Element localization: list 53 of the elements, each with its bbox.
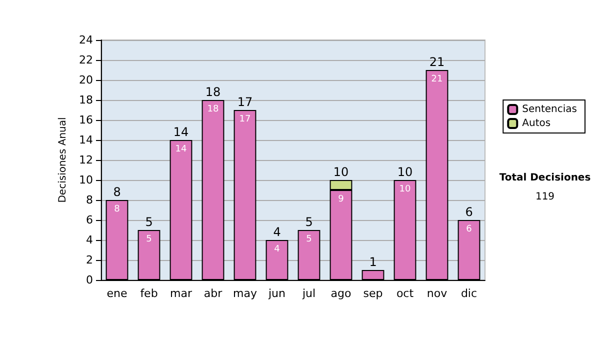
legend-label: Autos xyxy=(522,118,551,129)
data-label: 4 xyxy=(274,244,280,254)
y-tick-label: 10 xyxy=(79,174,93,186)
x-tick-label: feb xyxy=(140,287,158,300)
x-tick-label: abr xyxy=(204,287,223,300)
x-tick-label: mar xyxy=(170,287,192,300)
total-label: 1 xyxy=(369,255,377,269)
total-label: 6 xyxy=(465,205,473,219)
data-label: 6 xyxy=(466,224,472,234)
y-tick-label: 22 xyxy=(79,54,93,66)
y-axis-title: Decisiones Anual xyxy=(58,117,69,203)
legend-label: Sentencias xyxy=(522,104,578,115)
data-label: 5 xyxy=(306,234,312,244)
data-label: 18 xyxy=(207,104,219,114)
data-label: 8 xyxy=(114,204,120,214)
y-tick-label: 0 xyxy=(86,274,93,286)
y-tick-label: 24 xyxy=(79,34,93,46)
y-tick-label: 6 xyxy=(86,214,93,226)
x-tick-label: dic xyxy=(460,287,478,300)
x-tick-label: oct xyxy=(396,287,414,300)
x-tick-label: jul xyxy=(301,287,316,300)
y-tick-label: 8 xyxy=(86,194,93,206)
y-tick-label: 4 xyxy=(86,234,93,246)
y-tick-label: 18 xyxy=(79,94,93,106)
data-label: 9 xyxy=(338,194,344,204)
total-label: 18 xyxy=(205,85,221,99)
data-label: 21 xyxy=(431,74,443,84)
total-label: 10 xyxy=(333,165,349,179)
data-label: 14 xyxy=(175,144,187,154)
data-label: 5 xyxy=(146,234,152,244)
x-tick-label: nov xyxy=(426,287,448,300)
text: Total Decisiones xyxy=(499,172,591,184)
total-label: 17 xyxy=(237,95,253,109)
y-tick-label: 20 xyxy=(79,74,93,86)
total-label: 14 xyxy=(173,125,189,139)
data-label: 17 xyxy=(239,114,251,124)
total-label: 5 xyxy=(305,215,313,229)
total-label: 8 xyxy=(113,185,121,199)
total-label: 4 xyxy=(273,225,281,239)
x-tick-label: may xyxy=(233,287,258,300)
x-tick-label: sep xyxy=(363,287,383,300)
x-tick-label: ago xyxy=(330,287,352,300)
total-label: 21 xyxy=(429,55,445,69)
total-label: 10 xyxy=(397,165,413,179)
text: 119 xyxy=(535,192,555,202)
y-tick-label: 2 xyxy=(86,254,93,266)
total-label: 5 xyxy=(145,215,153,229)
y-tick-label: 16 xyxy=(79,114,93,126)
x-tick-label: ene xyxy=(106,287,128,300)
data-label: 10 xyxy=(399,184,411,194)
y-tick-label: 12 xyxy=(79,154,93,166)
x-tick-label: jun xyxy=(268,287,286,300)
y-tick-label: 14 xyxy=(79,134,93,146)
